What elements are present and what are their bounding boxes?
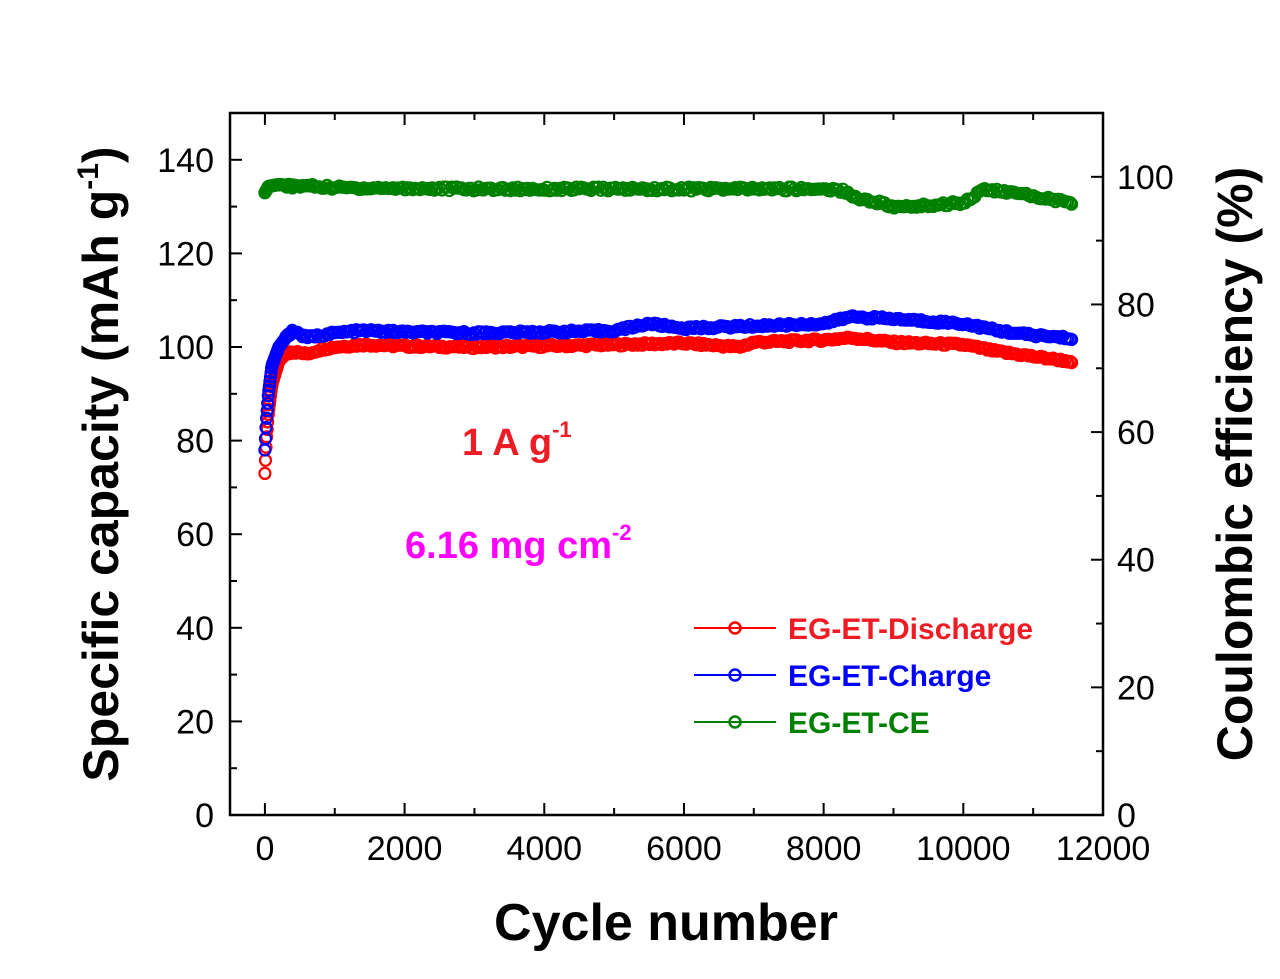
plot-frame [228, 111, 1105, 817]
x-tick-label: 10000 [916, 830, 1011, 868]
y-left-axis-title-close: ) [73, 146, 129, 163]
point-EG-ET-Discharge [258, 466, 272, 480]
point-EG-ET-Charge [740, 320, 755, 334]
point-EG-ET-Discharge [408, 340, 422, 354]
series-layer [258, 177, 1079, 480]
y-left-tick-label: 80 [176, 423, 214, 461]
point-EG-ET-CE [638, 181, 652, 195]
point-EG-ET-Discharge [513, 338, 527, 352]
x-tick-label: 4000 [506, 830, 582, 868]
y-right-tick-label: 20 [1117, 669, 1155, 707]
mass-loading-text: 6.16 mg cm [405, 525, 612, 567]
series-EG-ET-Charge [258, 309, 1079, 457]
point-EG-ET-CE [523, 183, 537, 197]
point-EG-ET-CE [413, 183, 427, 197]
point-EG-ET-Charge [259, 420, 273, 435]
x-tick-label: 0 [255, 830, 274, 868]
y-right-tick-labels: 0 20 40 60 80 100 [1117, 159, 1174, 835]
y-right-tick-label: 60 [1117, 414, 1155, 452]
legend-marker-discharge [728, 621, 742, 635]
legend-label-charge: EG-ET-Charge [788, 660, 991, 693]
point-EG-ET-CE [318, 181, 332, 195]
tick-marks [230, 113, 1104, 816]
point-EG-ET-CE [743, 182, 757, 196]
y-left-tick-labels: 0 20 40 60 80 100 120 140 [157, 142, 214, 835]
point-EG-ET-Discharge [262, 402, 276, 416]
y-left-tick-label: 40 [176, 610, 214, 648]
y-left-axis-title-main: Specific capacity (mAh g [73, 190, 129, 782]
x-tick-label: 8000 [786, 830, 862, 868]
legend: EG-ET-Discharge EG-ET-Charge EG-ET-CE [694, 613, 1033, 740]
x-tick-label: 2000 [367, 830, 443, 868]
y-right-tick-label: 80 [1117, 286, 1155, 324]
y-right-axis-title: Coulombic efficiency (%) [1207, 167, 1263, 762]
x-tick-label: 12000 [1056, 830, 1151, 868]
y-right-tick-label: 0 [1117, 797, 1136, 835]
point-EG-ET-Discharge [694, 338, 708, 353]
y-left-tick-label: 20 [176, 703, 214, 741]
point-EG-ET-CE [1063, 196, 1077, 210]
y-left-axis-title: Specific capacity (mAh g-1) [72, 146, 129, 781]
point-EG-ET-Charge [379, 325, 393, 339]
legend-marker-charge [728, 668, 742, 682]
point-EG-ET-CE [713, 181, 728, 195]
y-left-tick-label: 60 [176, 516, 214, 554]
mass-loading-annotation: 6.16 mg cm-2 [405, 520, 632, 567]
point-EG-ET-Discharge [262, 398, 276, 412]
legend-label-ce: EG-ET-CE [788, 707, 930, 740]
x-tick-labels: 0 2000 4000 6000 8000 10000 12000 [255, 830, 1150, 868]
legend-item-discharge: EG-ET-Discharge [694, 613, 1033, 646]
point-EG-ET-Discharge [689, 338, 703, 352]
point-EG-ET-Charge [260, 411, 274, 425]
legend-label-discharge: EG-ET-Discharge [788, 613, 1033, 646]
legend-item-ce: EG-ET-CE [694, 707, 930, 740]
point-EG-ET-CE [503, 184, 517, 198]
point-EG-ET-Charge [755, 320, 769, 334]
point-EG-ET-Charge [655, 319, 669, 333]
mass-loading-sup: -2 [612, 520, 632, 545]
point-EG-ET-CE [1064, 197, 1079, 211]
point-EG-ET-CE [762, 181, 777, 195]
point-EG-ET-CE [728, 181, 742, 195]
point-EG-ET-CE [506, 181, 520, 195]
point-EG-ET-Discharge [384, 338, 398, 352]
legend-marker-ce [728, 715, 742, 729]
point-EG-ET-Charge [308, 330, 322, 344]
point-EG-ET-CE [508, 183, 522, 197]
point-EG-ET-Charge [931, 316, 945, 330]
point-EG-ET-Charge [261, 396, 275, 410]
x-axis-title: Cycle number [494, 894, 838, 952]
x-tick-label: 6000 [646, 830, 722, 868]
point-EG-ET-Charge [260, 404, 274, 418]
point-EG-ET-Charge [262, 379, 276, 393]
point-EG-ET-CE [885, 199, 899, 213]
point-EG-ET-Charge [262, 383, 276, 397]
y-right-tick-label: 40 [1117, 542, 1155, 580]
series-EG-ET-Discharge [258, 330, 1079, 480]
point-EG-ET-CE [552, 181, 566, 195]
y-left-tick-label: 120 [157, 235, 214, 273]
y-left-tick-label: 140 [157, 142, 214, 180]
current-density-annotation: 1 A g-1 [462, 417, 572, 464]
series-EG-ET-CE [258, 177, 1079, 215]
legend-item-charge: EG-ET-Charge [694, 660, 991, 693]
y-right-tick-label: 100 [1117, 159, 1174, 197]
point-EG-ET-CE [616, 181, 630, 195]
current-density-sup: -1 [552, 417, 572, 442]
y-left-tick-label: 0 [195, 797, 214, 835]
point-EG-ET-Charge [263, 370, 278, 384]
point-EG-ET-Charge [344, 323, 359, 338]
point-EG-ET-Discharge [1064, 356, 1079, 370]
point-EG-ET-CE [716, 183, 730, 197]
point-EG-ET-Discharge [357, 339, 371, 353]
current-density-text: 1 A g [462, 422, 552, 464]
y-left-axis-title-sup: -1 [72, 163, 105, 190]
y-left-tick-label: 100 [157, 329, 214, 367]
point-EG-ET-Charge [1064, 332, 1079, 347]
